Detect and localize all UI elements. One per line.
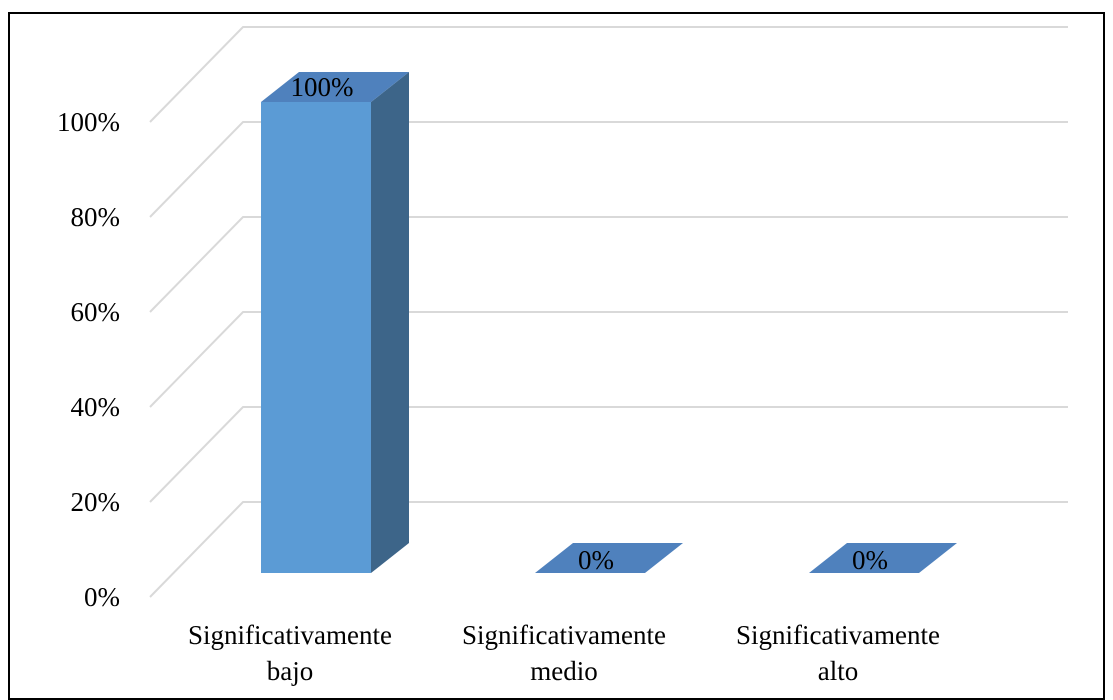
category-label: Significativamente — [188, 620, 392, 650]
category-label: alto — [818, 656, 859, 686]
category-label: Significativamente — [462, 620, 666, 650]
category-label: bajo — [267, 656, 314, 686]
data-labels: 100% 0% 0% — [291, 72, 889, 575]
chart-border — [8, 12, 1105, 700]
bar-side — [371, 72, 409, 573]
bar-top — [261, 72, 409, 102]
gridlines — [149, 26, 1068, 598]
bar-top — [809, 543, 957, 573]
bars — [261, 72, 957, 573]
y-tick-label: 0% — [84, 582, 120, 612]
category-labels: Significativamente bajo Significativamente… — [188, 620, 940, 686]
data-label: 100% — [291, 72, 354, 102]
gridline — [149, 311, 1068, 408]
y-tick-label: 100% — [57, 107, 120, 137]
y-tick-label: 20% — [71, 487, 121, 517]
gridline — [149, 406, 1068, 503]
data-label: 0% — [852, 545, 888, 575]
gridline — [149, 121, 1068, 218]
gridline — [149, 216, 1068, 313]
gridline — [149, 501, 1068, 598]
bar-top — [535, 543, 683, 573]
y-tick-label: 40% — [71, 392, 121, 422]
category-label: medio — [530, 656, 598, 686]
y-tick-label: 60% — [71, 297, 121, 327]
y-tick-label: 80% — [71, 202, 121, 232]
gridline — [149, 26, 1068, 123]
y-axis-ticks: 0% 20% 40% 60% 80% 100% — [57, 107, 120, 612]
data-label: 0% — [578, 545, 614, 575]
bar-front — [261, 102, 371, 573]
category-label: Significativamente — [736, 620, 940, 650]
